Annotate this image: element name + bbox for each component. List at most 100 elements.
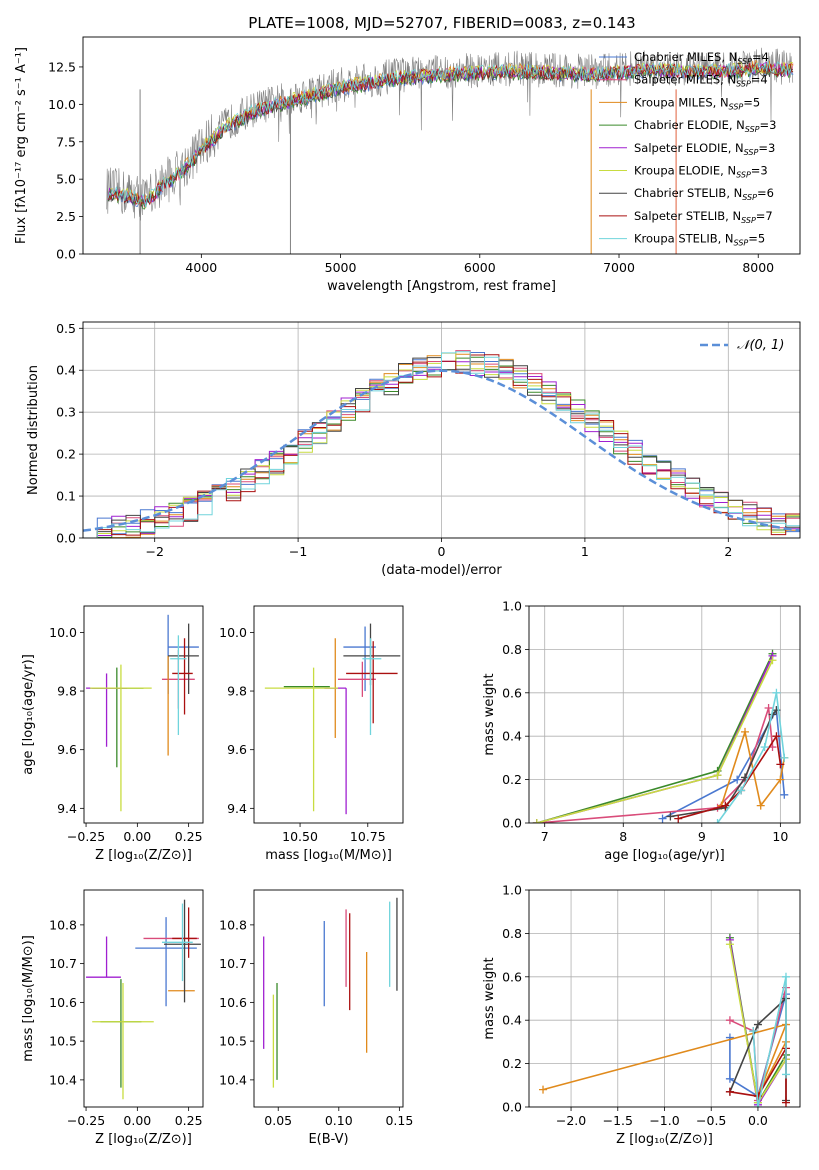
series-marker <box>658 814 667 823</box>
y-tick-label: 0.4 <box>502 1013 522 1028</box>
legend-model-name: Chabrier STELIB, N <box>634 186 742 200</box>
series-marker <box>666 812 675 821</box>
y-tick-label: 12.5 <box>48 59 76 74</box>
series-marker <box>760 743 769 752</box>
model-spectrum-8 <box>107 61 794 208</box>
legend-entry: Kroupa STELIB, NSSP=5 <box>634 232 765 248</box>
figure-title: PLATE=1008, MJD=52707, FIBERID=0083, z=0… <box>248 14 635 32</box>
point-5 <box>90 664 152 812</box>
series-marker <box>756 801 765 810</box>
plot-area-massweight-vs-age <box>529 606 800 823</box>
x-tick-label: −0.25 <box>67 1113 105 1128</box>
axes-frame <box>82 36 801 255</box>
y-tick-label: 10.6 <box>49 995 77 1010</box>
y-tick-label: 0.8 <box>502 926 522 941</box>
y-tick-label: 0.6 <box>502 685 522 700</box>
series-marker <box>772 732 781 741</box>
x-tick-label: 0.0 <box>748 1113 768 1128</box>
legend-nssp-subscript: SSP <box>729 102 744 111</box>
legend-entry: 𝒩(0, 1) <box>737 338 784 353</box>
legend-nssp-value: =3 <box>758 141 775 155</box>
x-tick-label: 7000 <box>603 260 635 275</box>
series-marker <box>725 940 734 949</box>
y-axis-label: Flux [fλ10⁻¹⁷ erg cm⁻² s⁻¹ A⁻¹] <box>14 47 29 244</box>
series-marker <box>753 1020 762 1029</box>
panel-massweight-vs-Z: −2.0 −1.5 −1.0 −0.5 0.0 0.0 0.2 0.4 0.6 0.8 1.0 Z [… <box>482 883 801 1147</box>
series-marker <box>725 1016 734 1025</box>
x-tick-label: 0.15 <box>385 1113 413 1128</box>
y-tick-label: 9.4 <box>57 801 77 816</box>
y-tick-label: 10.5 <box>49 1034 77 1049</box>
x-tick-label: 0.00 <box>123 1113 151 1128</box>
series-marker <box>713 819 722 823</box>
y-tick-label: 0.0 <box>56 247 76 262</box>
series-marker <box>780 790 789 799</box>
plot-area-mass-vs-EBV <box>263 897 398 1088</box>
axes-frame <box>253 889 404 1108</box>
series-marker <box>776 760 785 769</box>
series-marker <box>749 1027 758 1036</box>
legend-entry: Chabrier MILES, NSSP=4 <box>634 50 769 66</box>
y-tick-label: 0.2 <box>502 1056 522 1071</box>
y-tick-label: 1.0 <box>502 599 522 614</box>
y-tick-label: 10.0 <box>219 625 247 640</box>
series-marker <box>768 656 777 665</box>
x-axis-label: Z [log₁₀(Z/Z⊙)] <box>95 1132 192 1147</box>
x-tick-label: 5000 <box>325 260 357 275</box>
y-tick-label: 10.0 <box>48 97 76 112</box>
legend-nssp-subscript: SSP <box>741 216 756 225</box>
point-7 <box>172 638 193 715</box>
y-tick-label: 10.4 <box>49 1072 77 1087</box>
legend-model-name: Salpeter ELODIE, N <box>634 141 744 155</box>
axes-frame <box>253 605 404 824</box>
point-5 <box>264 667 338 812</box>
histogram-8 <box>83 351 800 538</box>
point-7 <box>172 907 197 958</box>
y-tick-label: 1.0 <box>502 883 522 898</box>
y-axis-label: mass [log₁₀(M/M⊙)] <box>21 935 36 1062</box>
legend-nssp-value: =7 <box>756 209 773 223</box>
point-0 <box>135 917 197 1007</box>
point-7 <box>346 641 398 724</box>
panel-massweight-vs-age: 7 8 9 10 0.0 0.2 0.4 0.6 0.8 1.0 age [log₁₀(age/yr… <box>482 599 801 863</box>
axes-frame <box>83 889 204 1108</box>
legend-nssp-value: =4 <box>751 73 768 87</box>
point-8 <box>170 635 187 736</box>
legend-model-name: Kroupa MILES, N <box>634 95 729 109</box>
legend-entry: Chabrier STELIB, NSSP=6 <box>634 186 774 202</box>
series-marker <box>713 771 722 780</box>
legend-model-name: Kroupa ELODIE, N <box>634 164 736 178</box>
y-tick-label: 0.1 <box>56 489 76 504</box>
series-marker <box>741 727 750 736</box>
x-tick-label: 0 <box>438 544 446 559</box>
y-axis-label: Normed distribution <box>26 365 41 495</box>
y-tick-label: 9.6 <box>57 742 77 757</box>
series-marker <box>772 688 781 697</box>
legend-model-name: Salpeter STELIB, N <box>634 209 741 223</box>
axes-frame <box>528 605 801 824</box>
y-tick-label: 0.4 <box>502 729 522 744</box>
x-tick-label: 10 <box>772 829 788 844</box>
legend-nssp-subscript: SSP <box>742 193 757 202</box>
x-tick-label: 0.05 <box>264 1113 292 1128</box>
axes-frame <box>82 321 801 539</box>
y-tick-label: 0.2 <box>502 772 522 787</box>
plot-area-mass-vs-Z <box>86 899 201 1100</box>
y-tick-label: 10.8 <box>219 917 247 932</box>
panel-mass-vs-EBV: 0.05 0.10 0.15 10.4 10.5 10.6 10.7 10.8 E(B-V) <box>219 889 413 1147</box>
x-tick-label: −1 <box>289 544 307 559</box>
y-axis-label: mass weight <box>482 673 497 755</box>
point-6 <box>168 623 199 694</box>
legend-entry: Kroupa ELODIE, NSSP=3 <box>634 164 768 180</box>
legend-nssp-value: =3 <box>751 164 768 178</box>
series-line-2 <box>542 1023 788 1097</box>
series-marker <box>733 775 742 784</box>
normal-reference-curve <box>83 369 800 532</box>
x-tick-label: 0.25 <box>175 1113 203 1128</box>
series-marker <box>539 1085 548 1094</box>
x-tick-label: 4000 <box>185 260 217 275</box>
y-tick-label: 0.2 <box>56 447 76 462</box>
x-tick-label: −2 <box>145 544 163 559</box>
y-tick-label: 0.0 <box>502 1100 522 1115</box>
